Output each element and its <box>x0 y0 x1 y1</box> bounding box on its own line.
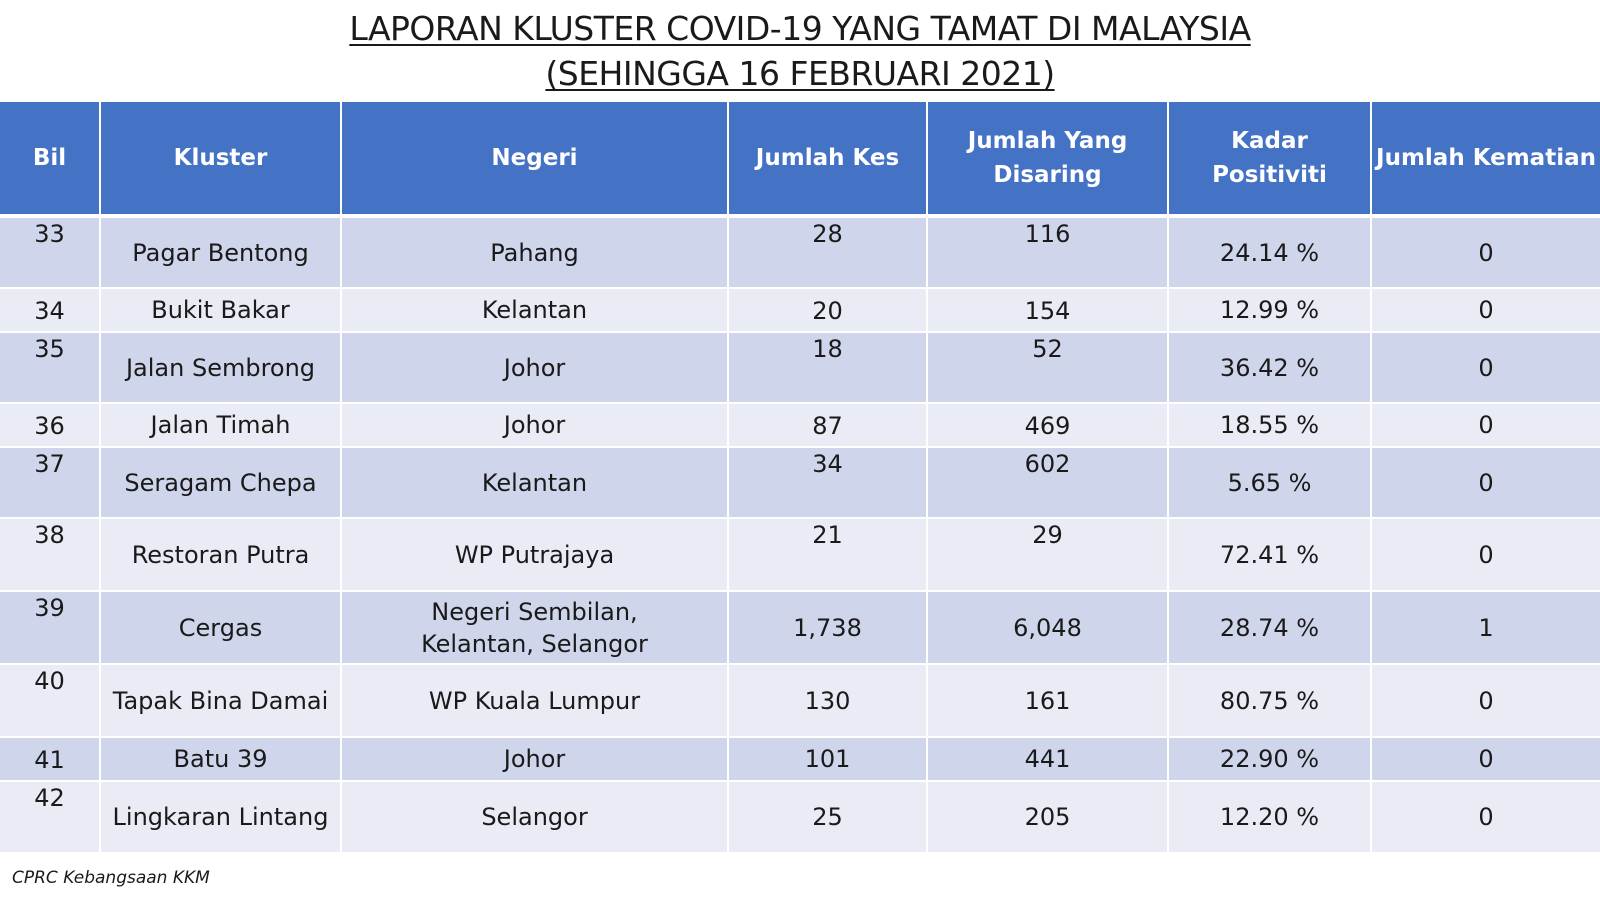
table-row: 39 Cergas Negeri Sembilan, Kelantan, Sel… <box>0 591 1600 665</box>
table-row: 40 Tapak Bina Damai WP Kuala Lumpur 130 … <box>0 664 1600 738</box>
cell-jumlah-kematian: 0 <box>1371 216 1600 289</box>
cell-jumlah-kematian: 0 <box>1371 737 1600 782</box>
cell-jumlah-kes: 20 <box>728 288 928 333</box>
table-row: 37 Seragam Chepa Kelantan 34 602 5.65 % … <box>0 447 1600 519</box>
cell-jumlah-disaring: 116 <box>927 216 1169 289</box>
table-header-row: Bil Kluster Negeri Jumlah Kes Jumlah Yan… <box>0 102 1600 218</box>
cell-jumlah-disaring: 6,048 <box>927 591 1169 665</box>
cell-kluster: Batu 39 <box>100 737 342 782</box>
cell-bil: 35 <box>0 332 101 404</box>
cell-jumlah-disaring: 469 <box>927 403 1169 448</box>
cell-jumlah-kes: 87 <box>728 403 928 448</box>
cell-kadar-positiviti: 22.90 % <box>1168 737 1372 782</box>
cell-jumlah-disaring: 205 <box>927 781 1169 854</box>
cell-kluster: Seragam Chepa <box>100 447 342 519</box>
cell-kadar-positiviti: 12.99 % <box>1168 288 1372 333</box>
cell-kluster: Jalan Sembrong <box>100 332 342 404</box>
cell-kluster: Lingkaran Lintang <box>100 781 342 854</box>
cell-jumlah-kes: 101 <box>728 737 928 782</box>
cell-kluster: Pagar Bentong <box>100 216 342 289</box>
table-row: 34 Bukit Bakar Kelantan 20 154 12.99 % 0 <box>0 288 1600 333</box>
table-row: 35 Jalan Sembrong Johor 18 52 36.42 % 0 <box>0 332 1600 404</box>
cell-bil: 37 <box>0 447 101 519</box>
cell-jumlah-kematian: 0 <box>1371 781 1600 854</box>
title-line-2: (SEHINGGA 16 FEBRUARI 2021) <box>545 54 1055 93</box>
cell-negeri: Selangor <box>341 781 729 854</box>
cell-jumlah-kes: 25 <box>728 781 928 854</box>
cell-jumlah-kematian: 0 <box>1371 288 1600 333</box>
cell-jumlah-kes: 34 <box>728 447 928 519</box>
cell-bil: 38 <box>0 518 101 592</box>
cell-jumlah-kes: 130 <box>728 664 928 738</box>
header-negeri: Negeri <box>341 102 729 218</box>
cell-jumlah-kes: 21 <box>728 518 928 592</box>
cell-kluster: Restoran Putra <box>100 518 342 592</box>
cell-bil: 36 <box>0 403 101 448</box>
cell-jumlah-kematian: 0 <box>1371 332 1600 404</box>
cell-kluster: Tapak Bina Damai <box>100 664 342 738</box>
cell-negeri: Johor <box>341 403 729 448</box>
table-row: 38 Restoran Putra WP Putrajaya 21 29 72.… <box>0 518 1600 592</box>
cell-kadar-positiviti: 80.75 % <box>1168 664 1372 738</box>
cell-jumlah-kematian: 0 <box>1371 518 1600 592</box>
cell-negeri: Kelantan <box>341 447 729 519</box>
cell-bil: 42 <box>0 781 101 854</box>
cell-negeri: Pahang <box>341 216 729 289</box>
cell-bil: 41 <box>0 737 101 782</box>
cell-jumlah-kes: 28 <box>728 216 928 289</box>
cell-negeri: Johor <box>341 737 729 782</box>
cell-negeri: Negeri Sembilan, Kelantan, Selangor <box>341 591 729 665</box>
cell-kadar-positiviti: 72.41 % <box>1168 518 1372 592</box>
cell-kadar-positiviti: 12.20 % <box>1168 781 1372 854</box>
header-kluster: Kluster <box>100 102 342 218</box>
cell-kluster: Jalan Timah <box>100 403 342 448</box>
cell-kluster: Cergas <box>100 591 342 665</box>
cell-jumlah-disaring: 602 <box>927 447 1169 519</box>
table-row: 41 Batu 39 Johor 101 441 22.90 % 0 <box>0 737 1600 782</box>
cell-negeri: Kelantan <box>341 288 729 333</box>
cell-jumlah-kematian: 1 <box>1371 591 1600 665</box>
cell-jumlah-disaring: 29 <box>927 518 1169 592</box>
cell-bil: 39 <box>0 591 101 665</box>
cell-jumlah-disaring: 441 <box>927 737 1169 782</box>
cell-jumlah-kematian: 0 <box>1371 447 1600 519</box>
cell-jumlah-kematian: 0 <box>1371 403 1600 448</box>
table-row: 33 Pagar Bentong Pahang 28 116 24.14 % 0 <box>0 216 1600 289</box>
cell-kadar-positiviti: 24.14 % <box>1168 216 1372 289</box>
cell-negeri: Johor <box>341 332 729 404</box>
title-line-1: LAPORAN KLUSTER COVID-19 YANG TAMAT DI M… <box>349 9 1251 48</box>
cell-negeri: WP Kuala Lumpur <box>341 664 729 738</box>
table-row: 36 Jalan Timah Johor 87 469 18.55 % 0 <box>0 403 1600 448</box>
cell-bil: 34 <box>0 288 101 333</box>
cell-jumlah-kematian: 0 <box>1371 664 1600 738</box>
cell-kadar-positiviti: 5.65 % <box>1168 447 1372 519</box>
cell-jumlah-disaring: 161 <box>927 664 1169 738</box>
cell-jumlah-kes: 1,738 <box>728 591 928 665</box>
cell-kluster: Bukit Bakar <box>100 288 342 333</box>
header-kadar-positiviti: Kadar Positiviti <box>1168 102 1372 218</box>
cell-jumlah-disaring: 52 <box>927 332 1169 404</box>
cell-kadar-positiviti: 28.74 % <box>1168 591 1372 665</box>
cluster-table: Bil Kluster Negeri Jumlah Kes Jumlah Yan… <box>0 102 1600 854</box>
header-jumlah-disaring: Jumlah Yang Disaring <box>927 102 1169 218</box>
header-jumlah-kematian: Jumlah Kematian <box>1371 102 1600 218</box>
page-title: LAPORAN KLUSTER COVID-19 YANG TAMAT DI M… <box>0 6 1600 96</box>
cell-jumlah-disaring: 154 <box>927 288 1169 333</box>
cell-jumlah-kes: 18 <box>728 332 928 404</box>
header-bil: Bil <box>0 102 101 218</box>
cell-bil: 40 <box>0 664 101 738</box>
cell-bil: 33 <box>0 216 101 289</box>
table-row: 42 Lingkaran Lintang Selangor 25 205 12.… <box>0 781 1600 854</box>
cell-negeri: WP Putrajaya <box>341 518 729 592</box>
source-credit: CPRC Kebangsaan KKM <box>12 868 210 888</box>
header-jumlah-kes: Jumlah Kes <box>728 102 928 218</box>
cell-kadar-positiviti: 36.42 % <box>1168 332 1372 404</box>
cell-kadar-positiviti: 18.55 % <box>1168 403 1372 448</box>
